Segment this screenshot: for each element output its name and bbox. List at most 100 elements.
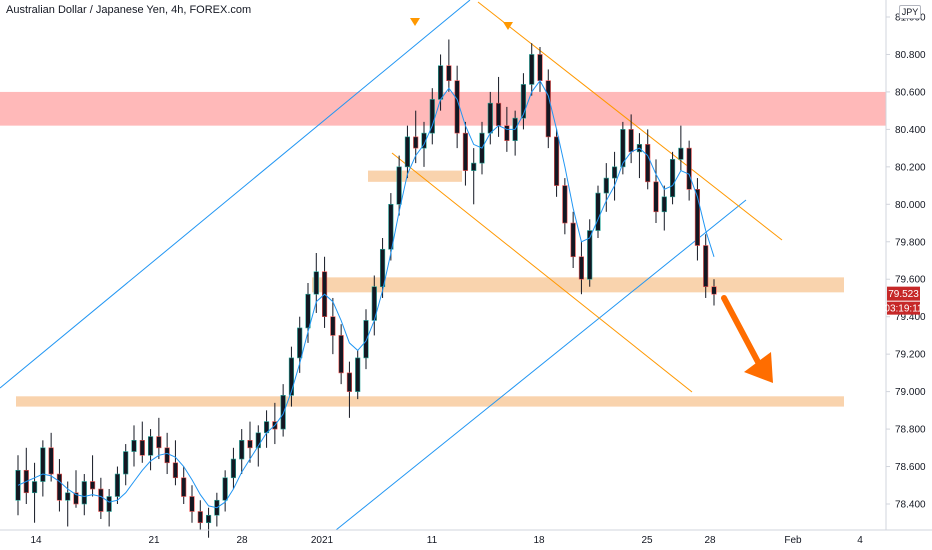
candle-body xyxy=(106,496,112,512)
candle-body xyxy=(189,496,195,512)
price-tick-label: 78.400 xyxy=(895,500,926,511)
candle-body xyxy=(65,492,71,501)
candle-body xyxy=(578,256,585,280)
candle-body xyxy=(694,189,701,246)
candle-body xyxy=(239,440,245,460)
moving-average-line xyxy=(17,79,715,509)
candle-body xyxy=(197,511,203,524)
candle-body xyxy=(123,451,129,475)
candle-body xyxy=(396,166,402,205)
candle-body xyxy=(56,473,63,501)
candle-body xyxy=(487,102,493,134)
candle-body xyxy=(139,440,145,456)
time-tick-label: 11 xyxy=(427,535,438,546)
candle-body xyxy=(537,54,543,81)
price-tick-label: 79.200 xyxy=(895,350,926,361)
rising-channel-lower xyxy=(335,199,747,531)
candle-body xyxy=(628,129,634,153)
time-axis[interactable]: 14 21 28 2021 11 18 25 28 Feb 4 xyxy=(30,535,863,546)
candle-body xyxy=(31,481,38,494)
moving-average-layer xyxy=(17,79,715,509)
currency-badge[interactable]: JPY xyxy=(899,5,921,19)
candle-body xyxy=(529,54,535,85)
price-tick-label: 79.800 xyxy=(895,237,926,248)
annotations-layer xyxy=(410,18,773,383)
zones-layer xyxy=(0,91,886,407)
candle-body xyxy=(313,271,319,295)
time-tick-label: Feb xyxy=(784,535,802,546)
candle-body xyxy=(437,65,444,100)
candle-body xyxy=(363,320,369,359)
candle-body xyxy=(711,286,717,295)
candle-body xyxy=(454,80,460,134)
time-tick-label: 28 xyxy=(704,535,716,546)
time-tick-label: 25 xyxy=(641,535,653,546)
candle-body xyxy=(247,440,253,449)
price-tick-label: 80.600 xyxy=(895,87,926,98)
falling-channel-lower xyxy=(391,152,693,393)
candle-body xyxy=(421,132,427,149)
candle-body xyxy=(495,102,502,126)
candle-body xyxy=(653,181,659,213)
candle-body xyxy=(255,432,261,449)
candle-body xyxy=(73,492,79,505)
projection-arrow-head xyxy=(744,352,773,383)
candle-body xyxy=(661,196,667,213)
candle-body xyxy=(645,144,651,183)
time-tick-label: 14 xyxy=(30,535,42,546)
trendlines-layer xyxy=(0,0,783,531)
candle-body xyxy=(89,481,96,490)
candle-body xyxy=(297,327,303,359)
last-price-label: 79.523 xyxy=(888,289,919,300)
candle-body xyxy=(669,159,676,198)
candle-body xyxy=(413,136,419,149)
first-top-marker-icon xyxy=(410,18,420,26)
candle-body xyxy=(114,473,121,497)
support-zone xyxy=(312,277,844,293)
candle-body xyxy=(98,488,104,512)
candle-body xyxy=(446,65,452,81)
lower-support-zone xyxy=(16,396,844,407)
falling-channel-upper xyxy=(477,1,783,241)
candle-body xyxy=(230,458,237,479)
minor-support-zone xyxy=(368,170,462,182)
candle-body xyxy=(172,462,179,479)
countdown-label: 03:19:11 xyxy=(884,304,923,315)
time-tick-label: 2021 xyxy=(311,535,334,546)
candle-body xyxy=(379,248,386,288)
candle-body xyxy=(562,185,568,224)
price-tick-label: 78.800 xyxy=(895,425,926,436)
candle-body xyxy=(570,222,576,258)
candle-body xyxy=(40,447,46,482)
second-top-marker-icon xyxy=(503,22,513,30)
price-tick-label: 79.400 xyxy=(895,312,926,323)
candle-body xyxy=(338,335,344,374)
candle-body xyxy=(81,481,87,505)
candle-body xyxy=(156,436,162,449)
candle-body xyxy=(305,293,311,329)
candle-body xyxy=(471,162,477,171)
time-tick-label: 21 xyxy=(148,535,160,546)
candles-layer xyxy=(15,39,717,538)
candle-body xyxy=(620,129,626,168)
candle-body xyxy=(678,147,684,160)
candle-body xyxy=(388,204,394,250)
candle-body xyxy=(288,357,295,396)
candle-body xyxy=(595,192,601,231)
candle-body xyxy=(429,99,435,134)
candle-body xyxy=(545,80,551,138)
candle-body xyxy=(164,447,170,464)
candle-body xyxy=(330,316,336,336)
countdown-tag xyxy=(887,301,920,315)
time-tick-label: 4 xyxy=(857,535,863,546)
candle-body xyxy=(404,136,411,168)
price-tick-label: 78.600 xyxy=(895,462,926,473)
candle-body xyxy=(346,372,353,392)
rising-channel-upper xyxy=(0,0,471,389)
candle-body xyxy=(355,357,361,392)
price-axis[interactable]: 78.400 78.600 78.800 79.000 79.200 79.400 79.6… xyxy=(886,13,926,511)
price-tick-label: 80.400 xyxy=(895,125,926,136)
price-tick-label: 79.600 xyxy=(895,275,926,286)
candle-body xyxy=(48,447,54,475)
